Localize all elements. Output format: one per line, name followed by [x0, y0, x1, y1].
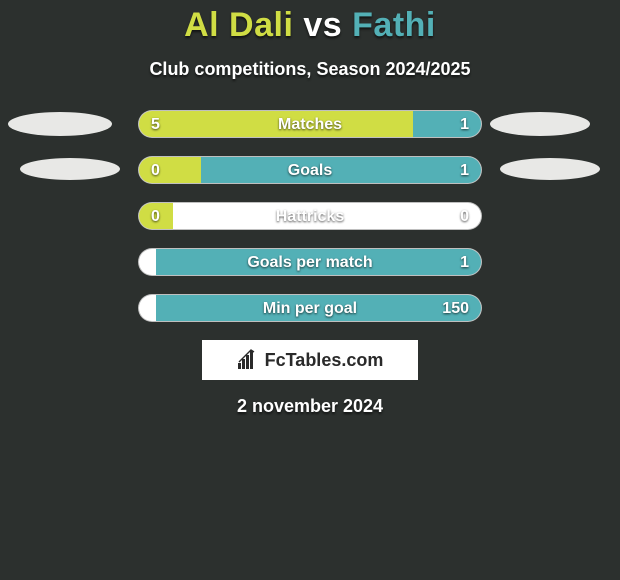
value-player2: 0 [448, 203, 481, 230]
stat-row: 01Goals [0, 156, 620, 184]
value-player1: 5 [139, 111, 172, 138]
title-player2: Fathi [352, 6, 436, 44]
stat-label: Hattricks [139, 203, 481, 230]
stat-bar: 01Goals [138, 156, 482, 184]
stat-bar: 150Min per goal [138, 294, 482, 322]
value-player2: 1 [448, 249, 481, 276]
stat-row: 0 0Hattricks [0, 202, 620, 230]
title-player1: Al Dali [184, 6, 293, 44]
stat-bar: 51Matches [138, 110, 482, 138]
value-player1 [139, 295, 163, 322]
stat-row: 1Goals per match [0, 248, 620, 276]
comparison-infographic: Al Dali vs Fathi Club competitions, Seas… [0, 0, 620, 580]
stat-bar: 0 0Hattricks [138, 202, 482, 230]
brand-box: FcTables.com [202, 340, 418, 380]
player1-badge [20, 158, 120, 180]
stat-row: 51Matches [0, 110, 620, 138]
value-player2: 150 [430, 295, 481, 322]
player2-badge [490, 112, 590, 136]
value-player1: 0 [139, 203, 172, 230]
value-player1: 0 [139, 157, 172, 184]
value-player2: 1 [448, 111, 481, 138]
bar-fill-player2 [201, 157, 481, 183]
title: Al Dali vs Fathi [0, 6, 620, 45]
bar-fill-player2 [156, 249, 481, 275]
player2-badge [500, 158, 600, 180]
value-player1 [139, 249, 163, 276]
brand-bars-icon [237, 349, 259, 371]
player1-badge [8, 112, 112, 136]
stat-bar: 1Goals per match [138, 248, 482, 276]
title-vs: vs [303, 6, 342, 44]
stat-rows: 51Matches01Goals00Hattricks1Goals per ma… [0, 110, 620, 322]
stat-row: 150Min per goal [0, 294, 620, 322]
brand-text: FcTables.com [265, 350, 384, 371]
date-text: 2 november 2024 [0, 396, 620, 417]
value-player2: 1 [448, 157, 481, 184]
subtitle: Club competitions, Season 2024/2025 [0, 59, 620, 80]
bar-fill-player1 [139, 111, 413, 137]
